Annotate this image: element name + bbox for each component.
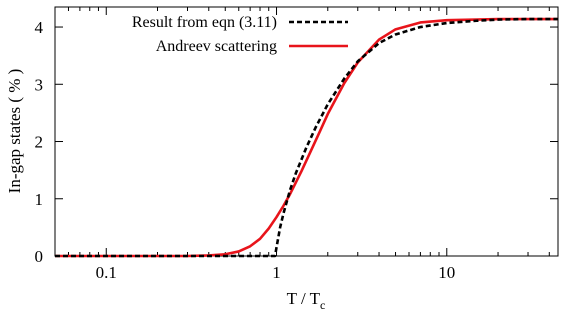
y-tick-label: 3 bbox=[35, 75, 44, 94]
plot-frame bbox=[54, 6, 559, 257]
series-lines bbox=[55, 17, 558, 258]
legend-label-eqn: Result from eqn (3.11) bbox=[132, 14, 277, 31]
legend: Result from eqn (3.11) Andreev scatterin… bbox=[132, 14, 348, 55]
y-tick-label: 1 bbox=[35, 190, 44, 209]
series-line-eqn bbox=[55, 17, 558, 258]
x-axis-label: T / Tc bbox=[287, 289, 326, 312]
legend-label-andreev: Andreev scattering bbox=[156, 38, 277, 55]
y-tick-label: 0 bbox=[35, 247, 44, 266]
x-tick-label: 10 bbox=[438, 263, 455, 282]
y-tick-label: 2 bbox=[35, 133, 44, 152]
y-tick-label: 4 bbox=[35, 18, 44, 37]
x-tick-label: 0.1 bbox=[96, 263, 117, 282]
x-tick-label: 1 bbox=[272, 263, 281, 282]
series-line-andreev bbox=[55, 17, 558, 258]
y-axis-label: In-gap states ( % ) bbox=[5, 69, 24, 194]
tick-labels: 0.1 1 10 0 1 2 3 4 bbox=[35, 18, 456, 282]
ticks bbox=[54, 7, 558, 257]
